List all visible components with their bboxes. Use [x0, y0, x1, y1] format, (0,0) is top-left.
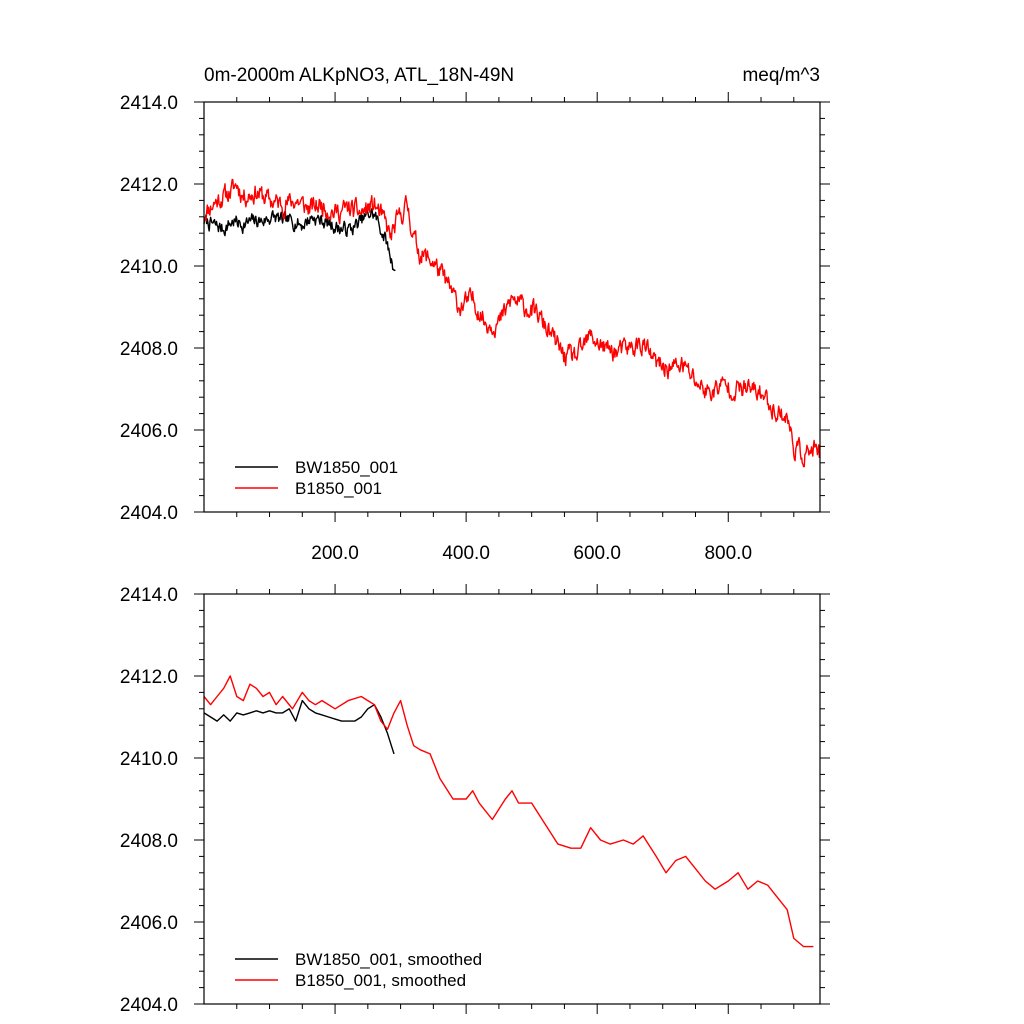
x-tick-label: 800.0	[704, 543, 752, 564]
series-group	[203, 178, 821, 468]
y-tick-label: 2410.0	[120, 257, 178, 278]
y-tick-label: 2404.0	[120, 995, 178, 1016]
series-group	[203, 675, 814, 948]
series-line-0	[203, 208, 396, 272]
x-tick-label: 200.0	[311, 543, 359, 564]
y-tick-label: 2412.0	[120, 175, 178, 196]
y-tick-label: 2410.0	[120, 749, 178, 770]
series-line-1	[203, 178, 821, 468]
y-tick-label: 2404.0	[120, 503, 178, 524]
x-tick-label: 600.0	[573, 543, 621, 564]
legend: BW1850_001, smoothed B1850_001, smoothed	[235, 950, 482, 990]
x-tick-labels: 200.0 400.0 600.0 800.0	[311, 543, 752, 564]
series-line-0	[203, 699, 395, 755]
legend-label: B1850_001	[295, 479, 382, 498]
plot-frame	[203, 101, 821, 513]
chart-panel-top: 0m-2000m ALKpNO3, ATL_18N-49N meq/m^3 24…	[120, 65, 830, 564]
legend-label: BW1850_001	[295, 458, 398, 477]
legend-label: B1850_001, smoothed	[295, 971, 466, 990]
chart-units-label: meq/m^3	[742, 65, 820, 86]
chart-title-left: 0m-2000m ALKpNO3, ATL_18N-49N	[204, 65, 514, 86]
tick-group	[194, 92, 830, 522]
x-tick-label: 400.0	[442, 543, 490, 564]
y-tick-labels: 2404.0 2406.0 2408.0 2410.0 2412.0 2414.0	[120, 93, 178, 524]
chart-panel-bottom: 2404.0 2406.0 2408.0 2410.0 2412.0 2414.0 BW1…	[120, 584, 830, 1016]
legend-label: BW1850_001, smoothed	[295, 950, 482, 969]
y-tick-label: 2408.0	[120, 339, 178, 360]
y-tick-label: 2414.0	[120, 93, 178, 114]
y-tick-label: 2414.0	[120, 585, 178, 606]
y-tick-label: 2408.0	[120, 831, 178, 852]
y-tick-labels: 2404.0 2406.0 2408.0 2410.0 2412.0 2414.0	[120, 585, 178, 1016]
y-tick-label: 2406.0	[120, 421, 178, 442]
series-line-1	[203, 675, 814, 948]
plot-frame	[203, 593, 821, 1005]
y-tick-label: 2406.0	[120, 913, 178, 934]
legend: BW1850_001 B1850_001	[235, 458, 398, 498]
y-tick-label: 2412.0	[120, 667, 178, 688]
tick-group	[194, 584, 830, 1014]
